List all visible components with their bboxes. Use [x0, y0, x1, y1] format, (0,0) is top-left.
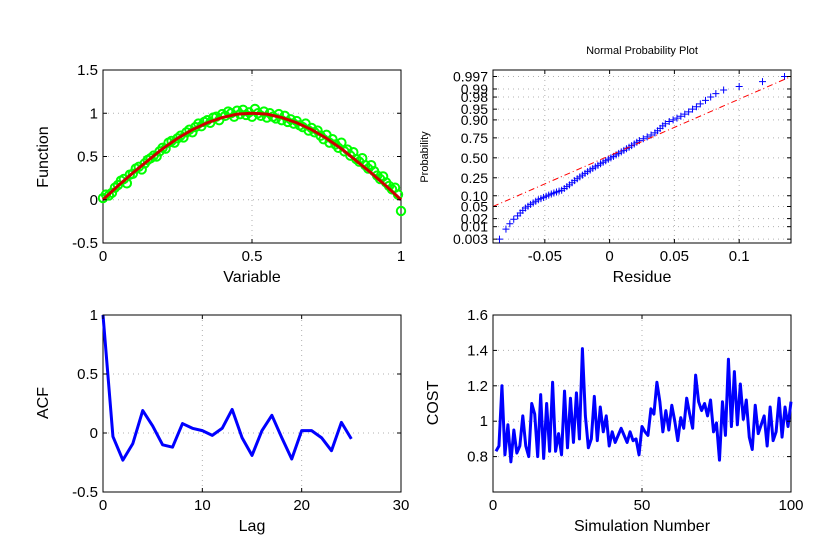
y-tick-label: 0 — [90, 192, 98, 209]
data-point — [712, 90, 720, 98]
data-point — [510, 215, 518, 223]
y-tick-label: 0.50 — [461, 150, 488, 166]
x-tick-label: 50 — [634, 497, 651, 514]
y-tick-label: 1 — [90, 307, 98, 324]
y-tick-label: 1.2 — [467, 378, 488, 395]
y-tick-label: 0.99 — [461, 81, 488, 97]
y-tick-label: 0.25 — [461, 170, 488, 186]
plot-area — [492, 69, 792, 244]
y-tick-label: 0.95 — [461, 101, 488, 117]
y-axis-label: ACF — [35, 387, 52, 419]
data-point — [701, 96, 709, 104]
y-tick-label: 1.4 — [467, 342, 488, 359]
data-point — [506, 220, 514, 228]
y-axis-label: Function — [35, 126, 52, 187]
data-point — [336, 137, 347, 148]
x-tick-label: 100 — [778, 497, 803, 514]
data-point — [720, 86, 728, 94]
x-tick-label: 30 — [393, 497, 410, 514]
series-layer — [101, 314, 353, 462]
y-tick-label: 0.75 — [461, 130, 488, 146]
data-point — [735, 83, 743, 91]
x-axis-label: Variable — [223, 269, 281, 286]
acf-plot: 0 10 20 30-0.500.51 Lag ACF — [35, 307, 409, 535]
y-tick-label: 0.8 — [467, 449, 488, 466]
x-tick-label: 20 — [293, 497, 310, 514]
y-tick-label: 0.05 — [461, 199, 488, 215]
chart-title: Normal Probability Plot — [586, 45, 698, 57]
x-tick-label: 0 — [99, 497, 107, 514]
x-axis-label: Simulation Number — [574, 518, 711, 535]
data-point — [673, 114, 681, 122]
data-point — [395, 205, 407, 217]
data-point — [661, 120, 669, 128]
data-point — [643, 133, 651, 141]
y-tick-label: 0.5 — [77, 149, 98, 166]
data-point — [758, 78, 766, 86]
y-axis-label: Probability — [419, 131, 431, 183]
y-tick-label: -0.5 — [72, 484, 98, 501]
data-point — [696, 100, 704, 108]
plot-area — [102, 314, 402, 493]
y-tick-label: 1.5 — [77, 62, 98, 79]
cost-plot: 0 50 100 0.8 1 1.2 1.4 1.6 Simulation Number CO… — [425, 307, 804, 535]
tick-layer: 0 50 100 0.8 1 1.2 1.4 1.6 — [467, 307, 803, 514]
data-point — [685, 108, 693, 116]
y-tick-label: 0.90 — [461, 112, 488, 128]
x-tick-label: 0.1 — [729, 248, 750, 265]
x-tick-label: 0 — [605, 248, 613, 265]
data-point — [707, 93, 715, 101]
y-tick-label: 0.98 — [461, 89, 488, 105]
x-tick-label: 10 — [194, 497, 211, 514]
y-tick-label: 1.6 — [467, 307, 488, 324]
y-tick-label: 0 — [90, 425, 98, 442]
data-point — [665, 118, 673, 126]
normal-probability-plot: -0.05 0 0.05 0.10.0030.010.020.050.100.250.… — [419, 45, 792, 286]
y-tick-label: 0.003 — [453, 231, 488, 247]
x-tick-label: 0 — [489, 497, 497, 514]
tick-layer: 0 0.5 1-0.500.511.5 — [72, 62, 405, 265]
data-point — [502, 225, 510, 233]
data-point — [639, 135, 647, 143]
data-point — [677, 112, 685, 120]
series-layer — [492, 73, 792, 243]
y-tick-label: 0.997 — [453, 69, 488, 85]
series-layer — [494, 347, 793, 464]
function-plot: 0 0.5 1-0.500.511.5 Variable Function — [35, 62, 407, 286]
y-tick-label: -0.5 — [72, 235, 98, 252]
x-axis-label: Lag — [239, 518, 266, 535]
data-point — [669, 116, 677, 124]
data-point — [495, 235, 503, 243]
x-tick-label: 0 — [99, 248, 107, 265]
data-point — [689, 105, 697, 113]
y-tick-label: 1 — [90, 105, 98, 122]
data-point — [127, 168, 139, 180]
y-tick-label: 0.01 — [461, 219, 488, 235]
data-point — [781, 73, 789, 81]
tick-layer: 0 10 20 30-0.500.51 — [72, 307, 409, 514]
y-tick-label: 0.10 — [461, 188, 488, 204]
y-tick-label: 1 — [480, 413, 488, 430]
x-tick-label: 0.5 — [242, 248, 263, 265]
data-point — [106, 187, 118, 199]
data-point — [692, 103, 700, 111]
x-axis-label: Residue — [613, 269, 672, 286]
series-layer — [97, 103, 407, 217]
series-line — [101, 314, 353, 462]
reference-line — [492, 76, 792, 207]
data-point — [681, 110, 689, 118]
y-axis-label: COST — [425, 381, 442, 426]
series-line — [494, 347, 793, 464]
x-tick-label: -0.05 — [528, 248, 562, 265]
y-tick-label: 0.5 — [77, 366, 98, 383]
x-tick-label: 0.05 — [660, 248, 689, 265]
series-line — [101, 111, 403, 201]
x-tick-label: 1 — [397, 248, 405, 265]
y-tick-label: 0.02 — [461, 211, 488, 227]
tick-layer: -0.05 0 0.05 0.10.0030.010.020.050.100.250.… — [453, 69, 791, 265]
